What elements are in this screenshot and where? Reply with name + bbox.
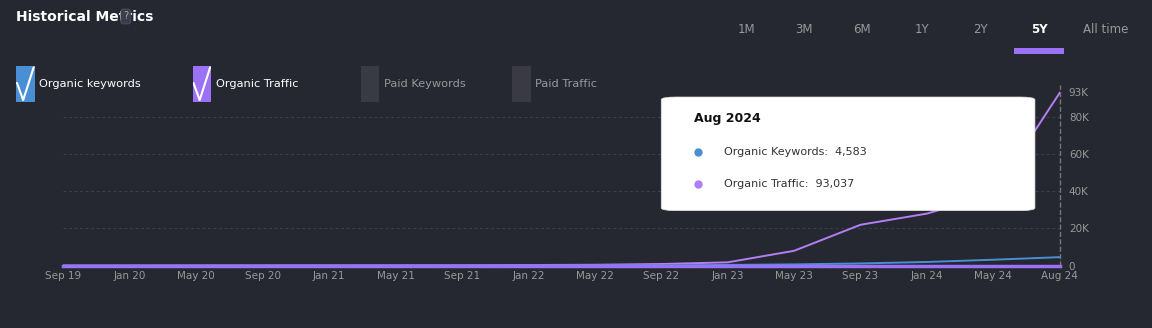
Text: 1Y: 1Y <box>915 23 929 36</box>
Text: Historical Metrics: Historical Metrics <box>16 10 153 24</box>
FancyBboxPatch shape <box>661 97 1034 211</box>
Text: Organic keywords: Organic keywords <box>39 79 141 89</box>
Text: Paid Traffic: Paid Traffic <box>536 79 598 89</box>
Text: Paid Keywords: Paid Keywords <box>384 79 465 89</box>
Text: 3M: 3M <box>795 23 813 36</box>
Text: 2Y: 2Y <box>973 23 987 36</box>
Text: Organic Traffic: Organic Traffic <box>215 79 298 89</box>
Text: All time: All time <box>1083 23 1129 36</box>
Text: 5Y: 5Y <box>1031 23 1047 36</box>
Text: ?: ? <box>123 11 128 21</box>
Text: 93K: 93K <box>1068 88 1089 98</box>
Text: Organic Keywords:  4,583: Organic Keywords: 4,583 <box>723 147 866 157</box>
Text: 6M: 6M <box>852 23 871 36</box>
Text: Aug 2024: Aug 2024 <box>695 112 760 125</box>
Text: Organic Traffic:  93,037: Organic Traffic: 93,037 <box>723 179 855 189</box>
Text: 1M: 1M <box>737 23 756 36</box>
